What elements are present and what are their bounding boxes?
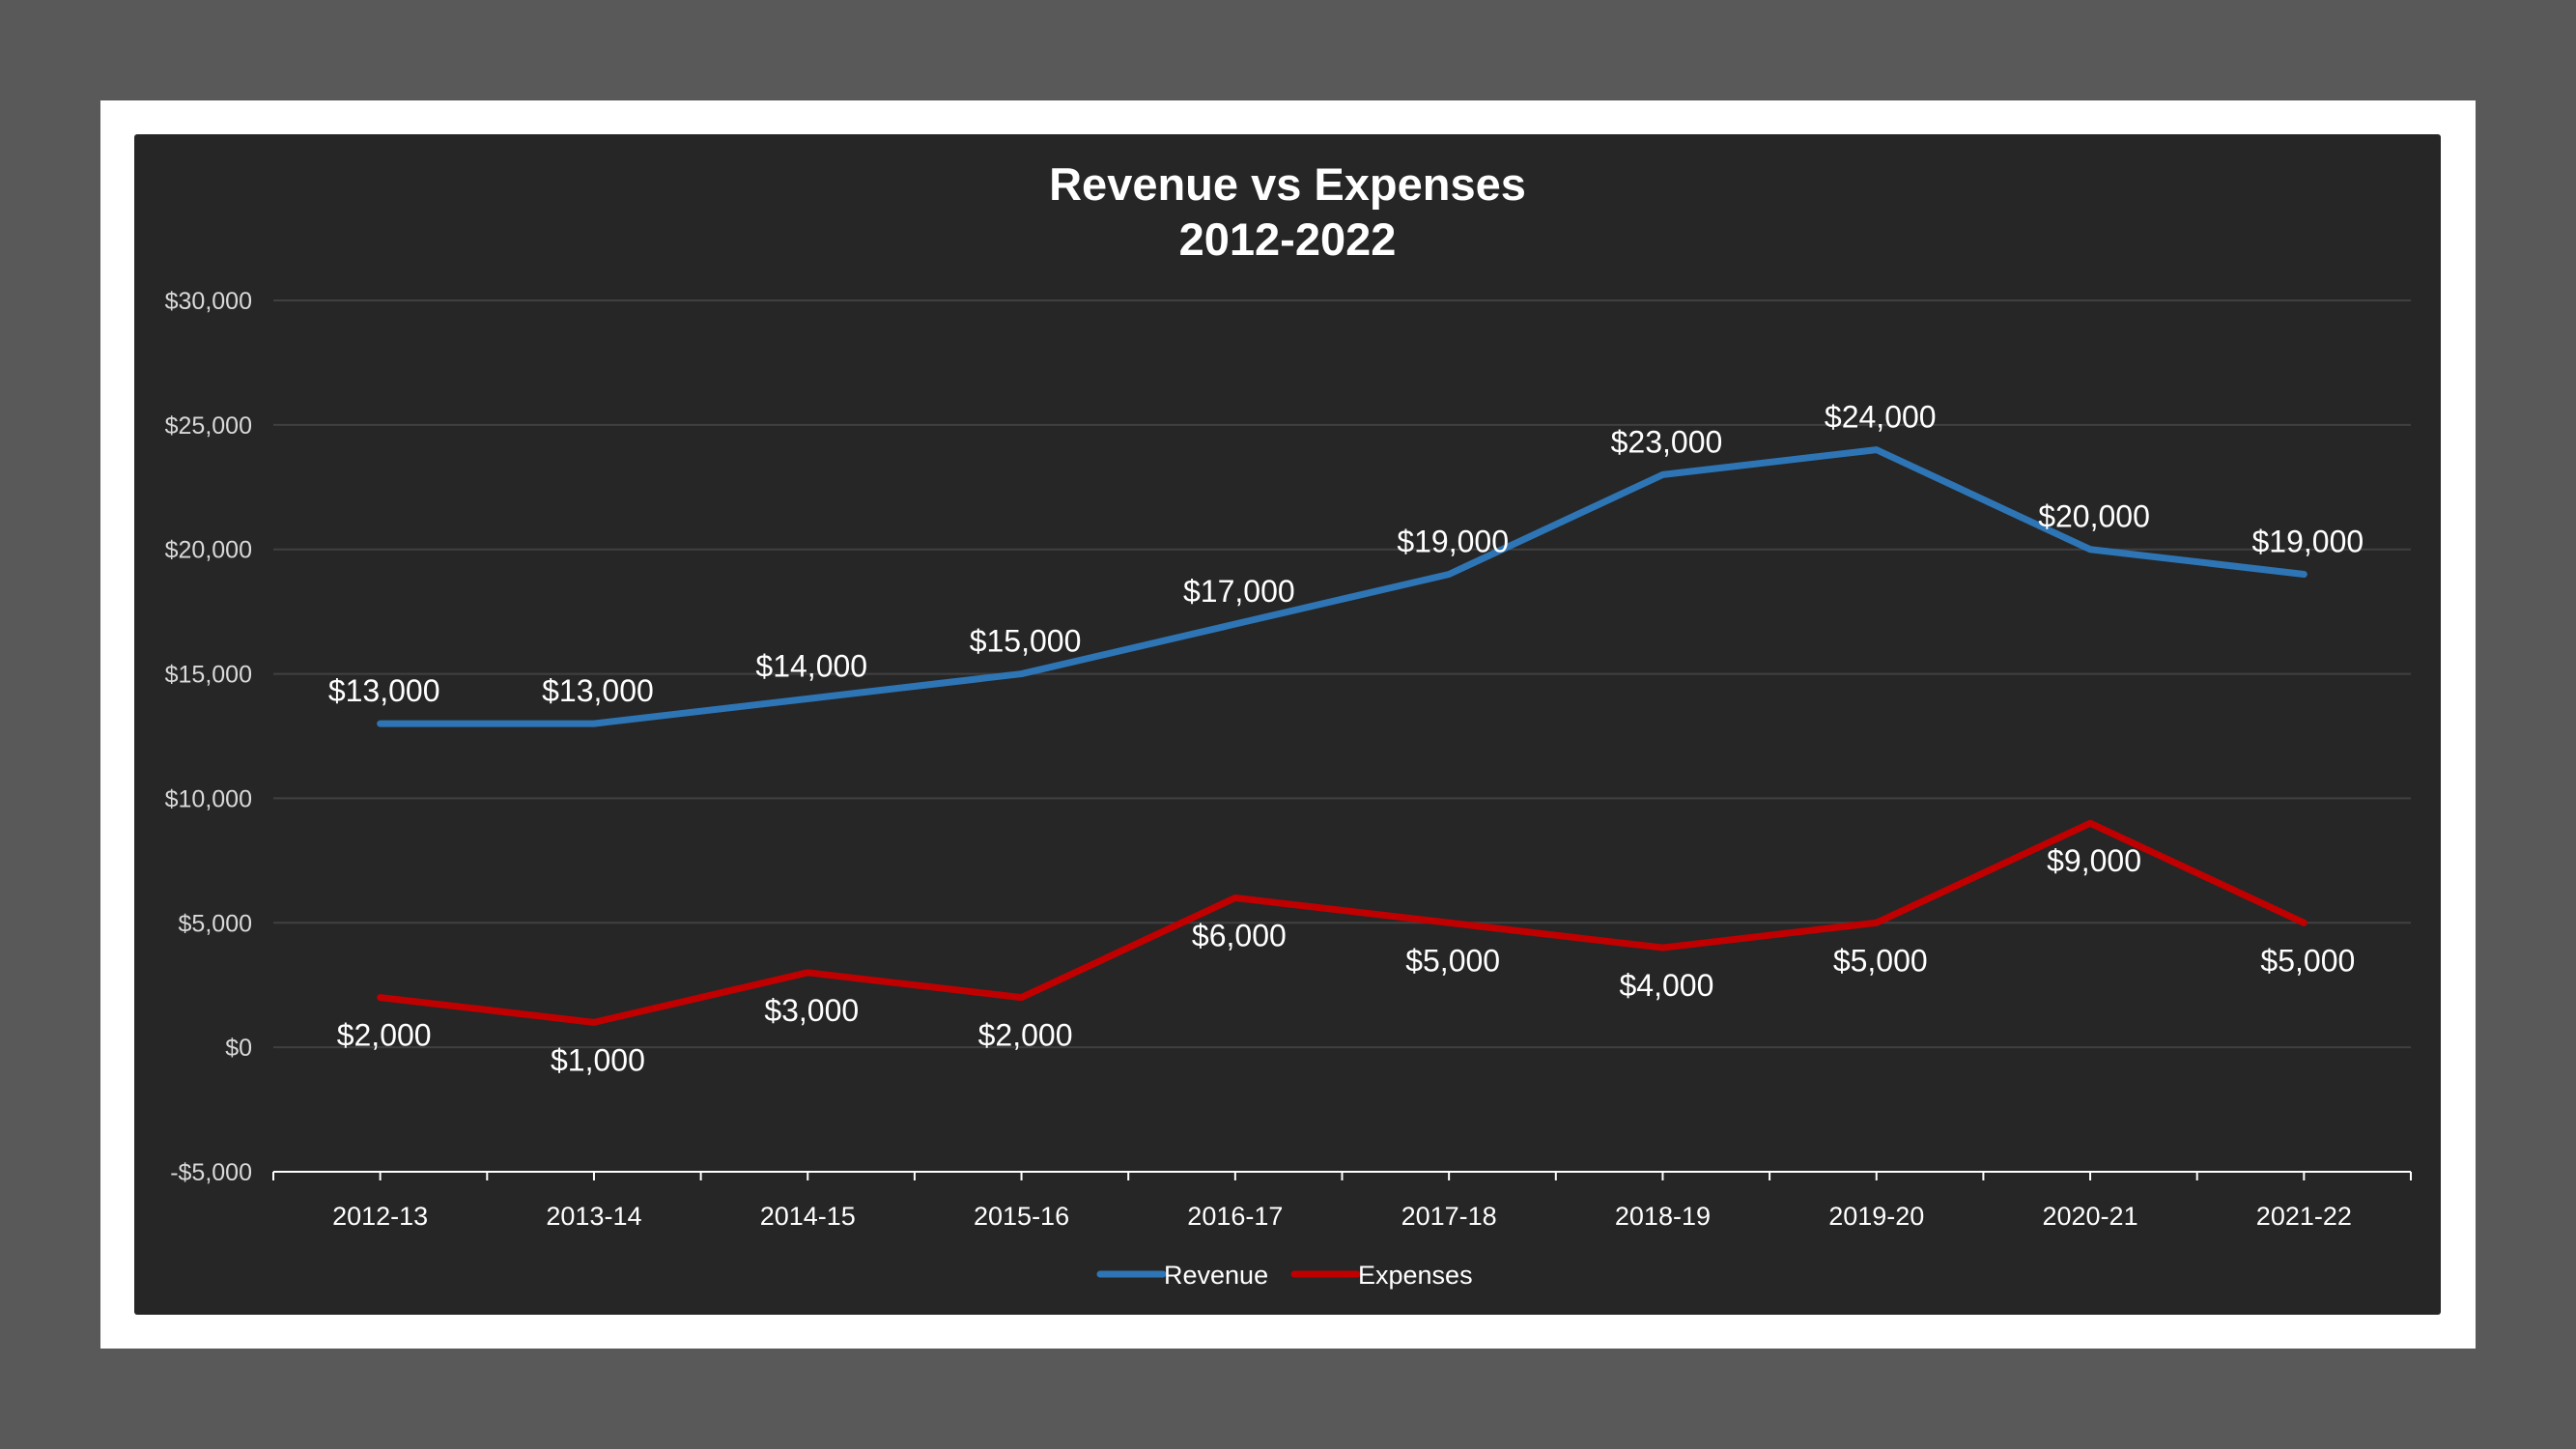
y-tick-label: $30,000 xyxy=(165,288,252,315)
data-label-expenses: $1,000 xyxy=(551,1042,645,1077)
chart-area: Revenue vs Expenses 2012-2022 -$5,000 $0 $… xyxy=(134,134,2441,1315)
y-tick-label: $0 xyxy=(225,1035,252,1062)
y-axis: -$5,000 $0 $5,000 $10,000 $15,000 $20,000 $25,… xyxy=(165,288,252,1186)
data-label-expenses: $9,000 xyxy=(2047,843,2141,878)
x-tick-label: 2020-21 xyxy=(2043,1202,2138,1231)
legend-label-expenses: Expenses xyxy=(1358,1261,1473,1290)
data-label-revenue: $14,000 xyxy=(755,648,867,683)
x-tick-label: 2016-17 xyxy=(1187,1202,1283,1231)
x-tick-label: 2013-14 xyxy=(546,1202,641,1231)
data-label-revenue: $17,000 xyxy=(1183,574,1295,609)
data-labels: $13,000 $13,000 $14,000 $15,000 $17,000 $19,0… xyxy=(328,400,2364,1078)
x-tick-label: 2012-13 xyxy=(332,1202,428,1231)
data-label-expenses: $5,000 xyxy=(1833,943,1928,978)
y-tick-label: $5,000 xyxy=(179,910,252,937)
data-label-revenue: $13,000 xyxy=(542,673,654,708)
legend: Revenue Expenses xyxy=(1096,1261,1473,1290)
x-tick-label: 2019-20 xyxy=(1828,1202,1924,1231)
data-label-revenue: $13,000 xyxy=(328,673,440,708)
y-tick-label: $20,000 xyxy=(165,537,252,564)
data-label-expenses: $5,000 xyxy=(2260,943,2355,978)
data-label-expenses: $6,000 xyxy=(1192,919,1287,953)
x-axis: 2012-13 2013-14 2014-15 2015-16 2016-17 2017-… xyxy=(272,1171,2412,1231)
data-label-revenue: $15,000 xyxy=(970,624,1082,659)
data-label-revenue: $19,000 xyxy=(2252,524,2364,558)
data-label-revenue: $19,000 xyxy=(1397,524,1509,558)
data-label-expenses: $2,000 xyxy=(978,1018,1073,1053)
data-label-revenue: $24,000 xyxy=(1825,400,1937,435)
data-label-expenses: $2,000 xyxy=(337,1018,432,1053)
data-label-revenue: $23,000 xyxy=(1611,424,1723,459)
x-tick-label: 2017-18 xyxy=(1401,1202,1497,1231)
data-label-expenses: $4,000 xyxy=(1620,968,1714,1003)
x-tick-label: 2015-16 xyxy=(974,1202,1069,1231)
y-tick-label: $25,000 xyxy=(165,412,252,440)
gridlines xyxy=(273,299,2411,1049)
series-line-revenue xyxy=(377,446,2307,727)
legend-label-revenue: Revenue xyxy=(1164,1261,1268,1290)
line-chart: Revenue vs Expenses 2012-2022 -$5,000 $0 $… xyxy=(165,158,2412,1290)
chart-title-line-2: 2012-2022 xyxy=(1179,213,1397,265)
x-tick-label: 2021-22 xyxy=(2256,1202,2352,1231)
data-label-revenue: $20,000 xyxy=(2038,499,2150,534)
series-lines xyxy=(377,446,2307,1026)
x-tick-label: 2018-19 xyxy=(1615,1202,1711,1231)
chart-title: Revenue vs Expenses 2012-2022 xyxy=(1049,158,1526,265)
y-tick-label: $15,000 xyxy=(165,662,252,689)
series-line-expenses xyxy=(377,819,2307,1026)
y-tick-label: $10,000 xyxy=(165,785,252,812)
x-tick-label: 2014-15 xyxy=(760,1202,856,1231)
data-label-expenses: $5,000 xyxy=(1405,943,1500,978)
y-tick-label: -$5,000 xyxy=(170,1159,252,1186)
data-label-expenses: $3,000 xyxy=(764,993,859,1028)
chart-title-line-1: Revenue vs Expenses xyxy=(1049,158,1526,210)
